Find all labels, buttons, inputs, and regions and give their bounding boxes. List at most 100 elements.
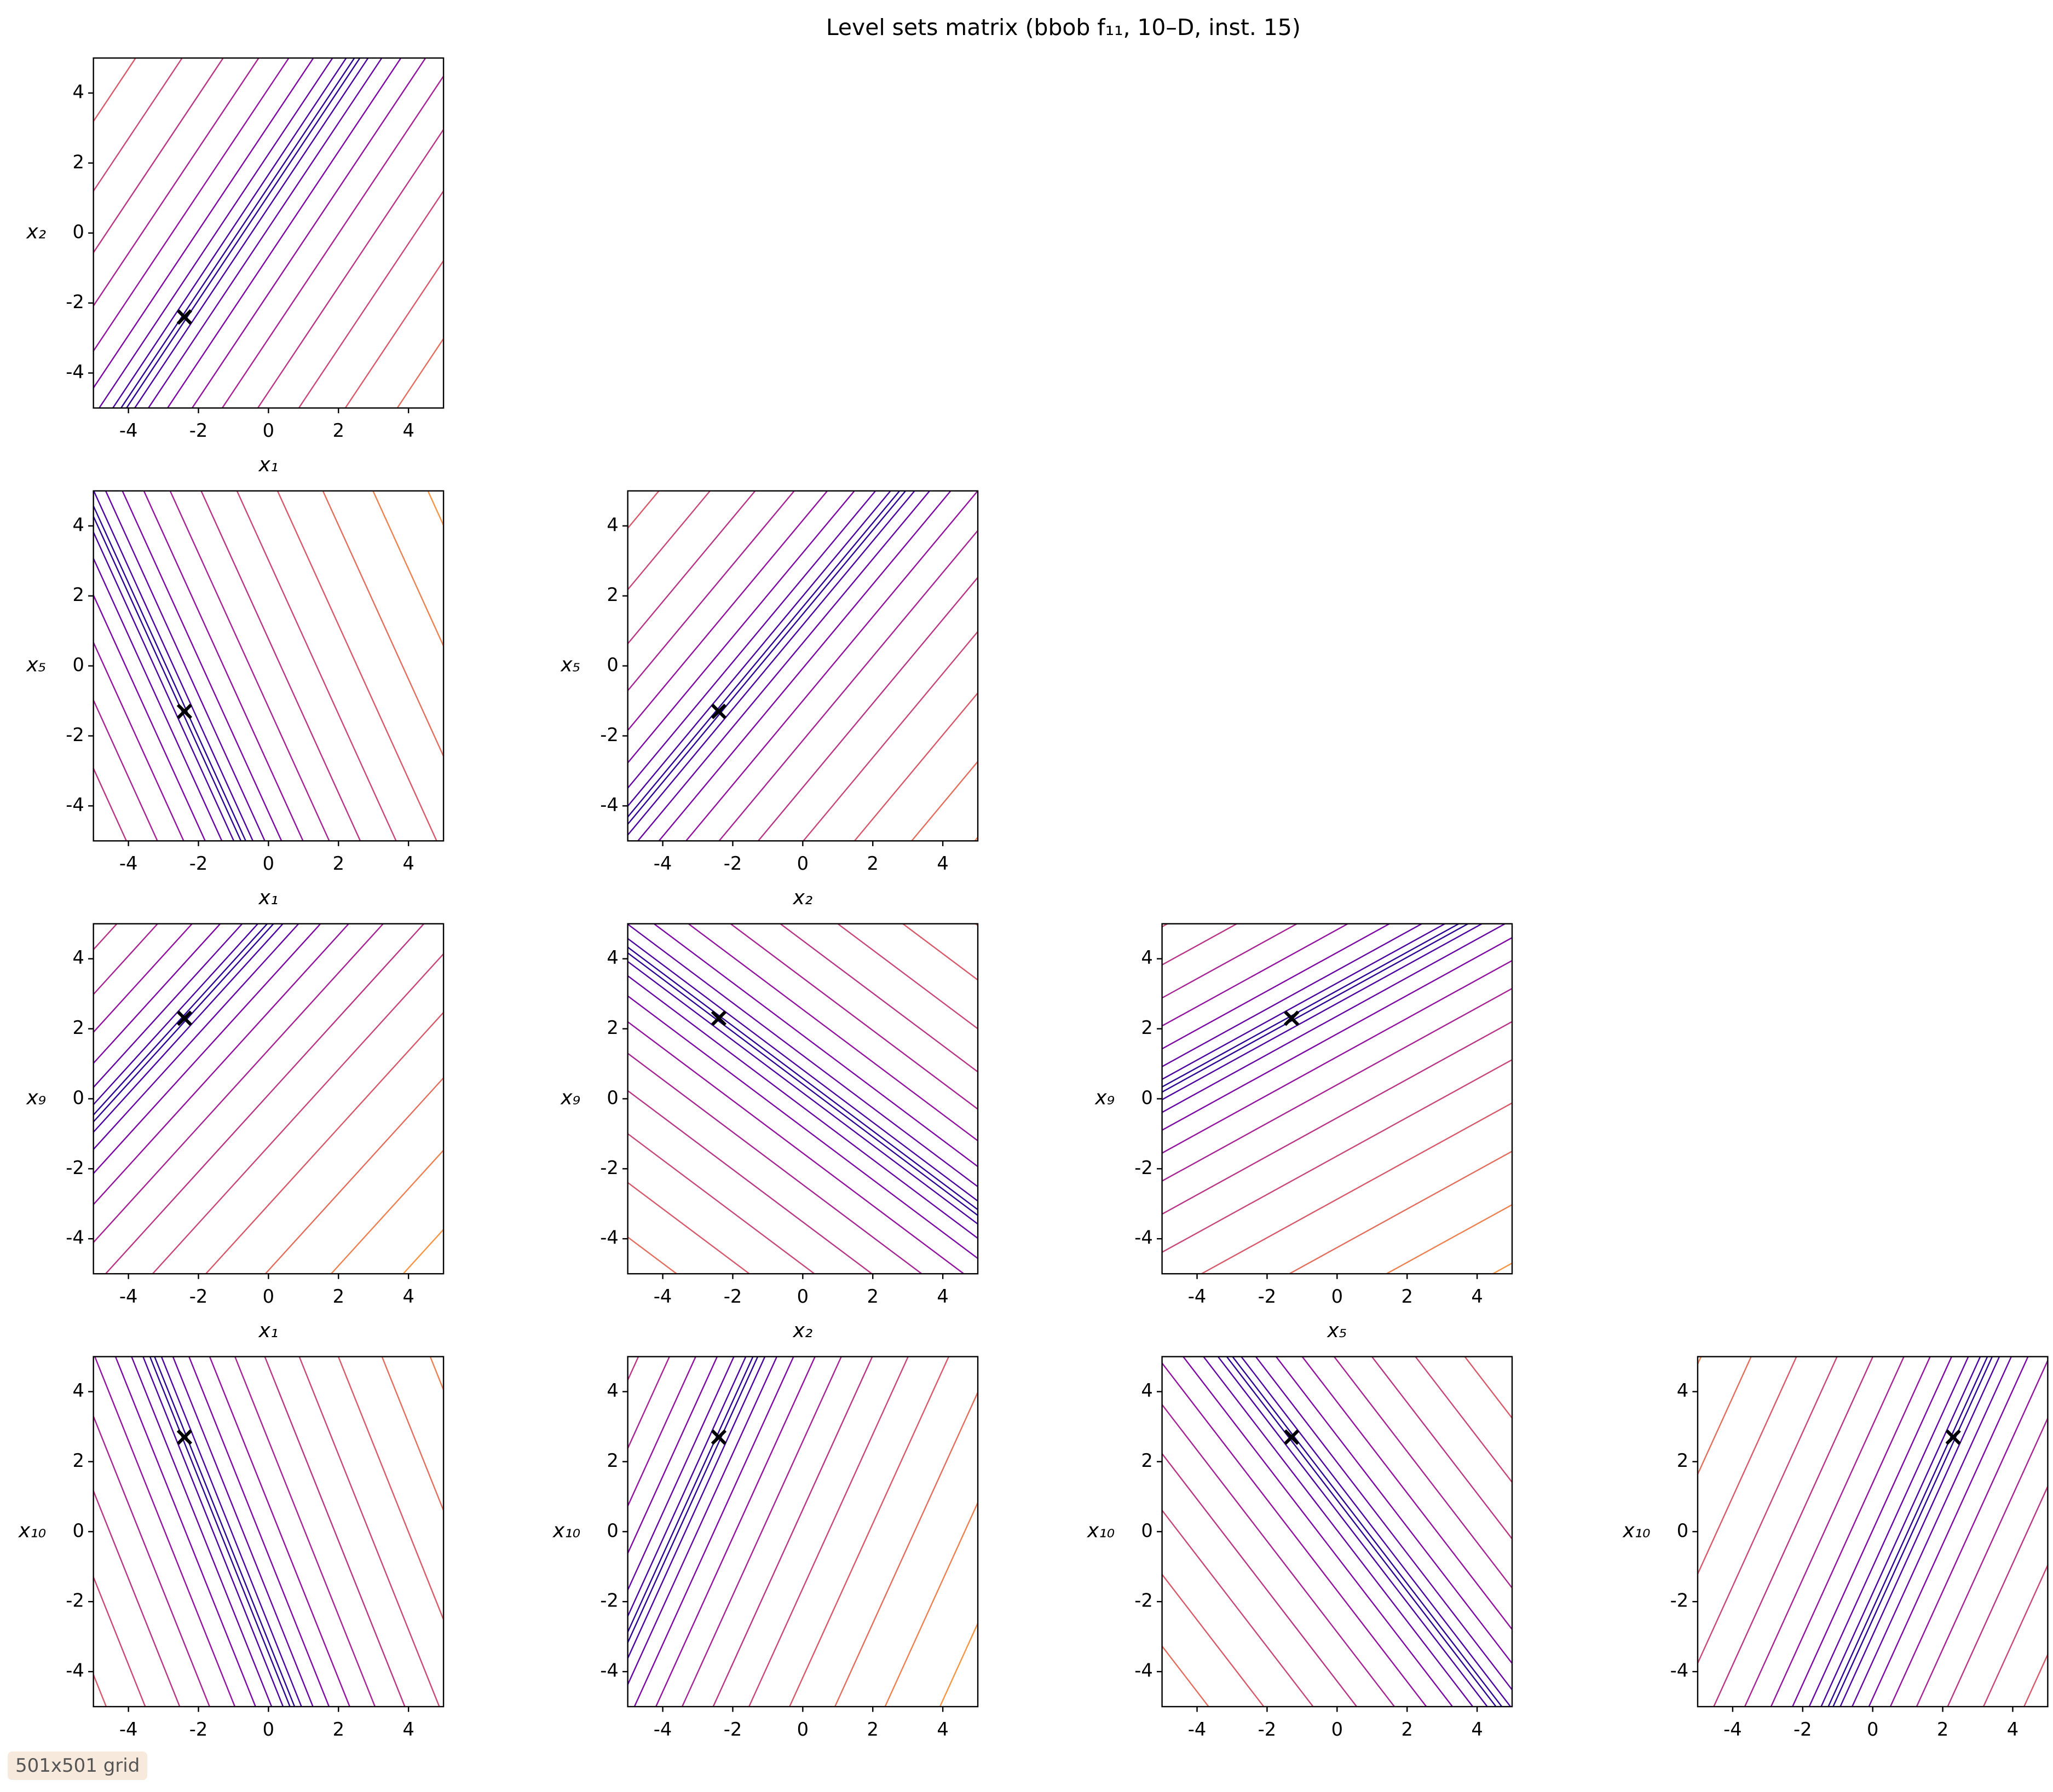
contour-line bbox=[627, 490, 828, 732]
contour-line bbox=[93, 923, 259, 1106]
contour-line bbox=[637, 490, 931, 841]
contour-line bbox=[0, 80, 1678, 1751]
contour-line bbox=[93, 58, 137, 123]
contour-line bbox=[1226, 1356, 1497, 1707]
contour-line bbox=[1697, 1356, 1838, 1665]
contour-line bbox=[462, 1010, 2053, 1751]
contour-line bbox=[1162, 923, 1350, 1027]
y-tick-label: 2 bbox=[1141, 1450, 1152, 1471]
y-tick-label: 4 bbox=[72, 81, 84, 102]
contour-line bbox=[1697, 1356, 1702, 1366]
contour-line bbox=[131, 1356, 273, 1707]
contour-line bbox=[0, 0, 1678, 737]
contour-line bbox=[0, 0, 1144, 1751]
contour-line bbox=[0, 0, 1144, 1213]
x-tick-label: -2 bbox=[1258, 1719, 1277, 1740]
contour-line bbox=[627, 490, 660, 529]
contour-line bbox=[0, 484, 1678, 1751]
contour-line bbox=[627, 490, 901, 818]
contour-line bbox=[997, 870, 2053, 1751]
contour-line bbox=[0, 0, 1144, 1751]
y-tick-label: 2 bbox=[1141, 1017, 1152, 1038]
contour-line bbox=[1827, 1356, 1988, 1707]
x-tick-label: 4 bbox=[402, 1286, 414, 1307]
axes-frame bbox=[1161, 923, 1513, 1275]
y-axis-label: x₁₀ bbox=[18, 1519, 46, 1542]
contour-line bbox=[1162, 923, 1299, 999]
x-tick-label: 0 bbox=[797, 853, 809, 874]
contour-line bbox=[462, 1084, 2053, 1751]
contour-line bbox=[122, 490, 282, 841]
contour-line bbox=[1162, 1021, 1513, 1215]
x-tick-label: 0 bbox=[1331, 1286, 1343, 1307]
y-tick-label: 0 bbox=[72, 1087, 84, 1108]
contour-line bbox=[93, 923, 275, 1123]
contour-line bbox=[93, 640, 184, 841]
contour-line bbox=[234, 1356, 376, 1707]
contour-line bbox=[93, 58, 290, 352]
contour-line bbox=[997, 1033, 2053, 1751]
y-axis-label: x₅ bbox=[560, 654, 580, 677]
contour-line bbox=[427, 490, 444, 527]
contour-line bbox=[93, 923, 268, 1116]
contour-line bbox=[143, 490, 304, 841]
contour-line bbox=[344, 259, 444, 408]
contour-line bbox=[0, 0, 1144, 1751]
contour-line bbox=[462, 997, 2053, 1751]
contour-line bbox=[93, 58, 314, 389]
axes-frame bbox=[1161, 1356, 1513, 1708]
contour-line bbox=[298, 1356, 440, 1707]
contour-line bbox=[322, 490, 444, 758]
contour-line bbox=[997, 0, 2053, 1751]
x-tick-label: 4 bbox=[937, 1286, 948, 1307]
contour-line bbox=[1162, 937, 1513, 1131]
contour-line bbox=[1217, 1356, 1489, 1707]
x-tick-label: 0 bbox=[263, 420, 274, 441]
x-tick-label: 4 bbox=[402, 853, 414, 874]
contour-line bbox=[1162, 923, 1470, 1093]
x-tick-label: 4 bbox=[1471, 1719, 1483, 1740]
contour-line bbox=[1851, 1356, 2012, 1707]
x-tick-label: 2 bbox=[333, 420, 344, 441]
contour-line bbox=[0, 0, 1144, 1094]
y-tick-label: 4 bbox=[72, 947, 84, 968]
contour-line bbox=[0, 0, 1144, 1751]
y-tick-label: -2 bbox=[1134, 1157, 1153, 1178]
y-tick-label: 4 bbox=[607, 1380, 618, 1401]
axes-frame bbox=[93, 923, 445, 1275]
x-tick-label: 0 bbox=[263, 1719, 274, 1740]
contour-line bbox=[0, 0, 1678, 1252]
contour-line bbox=[939, 1621, 978, 1707]
contour-line bbox=[0, 0, 1144, 1751]
x-tick-label: -2 bbox=[189, 420, 208, 441]
contour-line bbox=[1162, 1509, 1314, 1707]
contour-line bbox=[627, 995, 978, 1259]
contour-line bbox=[462, 0, 2053, 1751]
contour-line bbox=[0, 0, 1144, 1471]
contour-line bbox=[93, 557, 223, 841]
contour-line bbox=[0, 0, 1144, 700]
contour-line bbox=[93, 504, 247, 841]
optimum-marker bbox=[711, 1010, 727, 1026]
contour-line bbox=[997, 0, 2053, 1751]
y-tick-label: -2 bbox=[66, 1590, 84, 1611]
contour-line bbox=[627, 1356, 718, 1555]
contour-line bbox=[627, 1182, 751, 1274]
contour-line bbox=[627, 490, 916, 836]
contour-line bbox=[191, 58, 426, 408]
contour-line bbox=[0, 0, 1144, 1751]
contour-line bbox=[93, 923, 299, 1151]
contour-line bbox=[93, 923, 193, 1033]
contours bbox=[462, 306, 2053, 1751]
contour-line bbox=[94, 1356, 236, 1707]
x-tick-label: -4 bbox=[1188, 1719, 1207, 1740]
x-tick-label: -2 bbox=[189, 1286, 208, 1307]
y-tick-label: 4 bbox=[1141, 1380, 1152, 1401]
contour-line bbox=[462, 306, 2053, 1268]
y-tick-label: -4 bbox=[66, 794, 84, 816]
contour-line bbox=[0, 0, 1678, 1091]
x-tick-label: -4 bbox=[119, 1286, 138, 1307]
contour-line bbox=[0, 0, 1144, 1007]
contour-line bbox=[627, 1021, 965, 1274]
contour-line bbox=[788, 1356, 950, 1707]
